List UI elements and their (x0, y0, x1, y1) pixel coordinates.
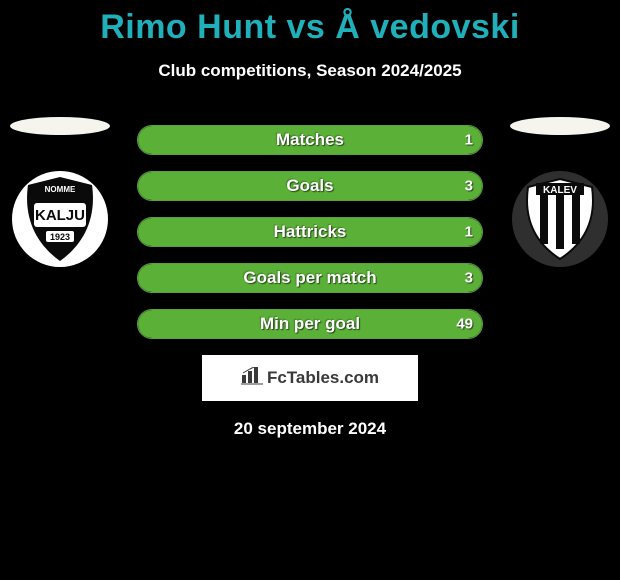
bar-chart-icon (241, 367, 263, 390)
kalev-crest: KALEV (510, 169, 610, 269)
stat-row-hattricks: Hattricks 1 (137, 217, 483, 247)
stat-label: Goals (137, 176, 483, 196)
page-title: Rimo Hunt vs Å vedovski (0, 0, 620, 47)
crest-text-main: KALJU (35, 207, 85, 224)
kalju-crest: NOMME KALJU 1923 (10, 169, 110, 269)
stat-val-right: 3 (465, 178, 473, 195)
player-right-disc (510, 117, 610, 135)
footer-date: 20 september 2024 (0, 419, 620, 439)
stat-bars: Matches 1 Goals 3 Hattricks 1 Goals per … (137, 125, 483, 339)
kalju-crest-svg: NOMME KALJU 1923 (10, 169, 110, 269)
stat-val-right: 1 (465, 224, 473, 241)
stat-row-matches: Matches 1 (137, 125, 483, 155)
stats-area: NOMME KALJU 1923 KALEV Matches 1 (0, 125, 620, 339)
brand-box: FcTables.com (202, 355, 418, 401)
stat-label: Goals per match (137, 268, 483, 288)
stat-row-min-per-goal: Min per goal 49 (137, 309, 483, 339)
crest-right-text: KALEV (543, 185, 577, 196)
stat-label: Min per goal (137, 314, 483, 334)
stat-row-goals-per-match: Goals per match 3 (137, 263, 483, 293)
crest-text-bottom: 1923 (50, 232, 70, 242)
page-subtitle: Club competitions, Season 2024/2025 (0, 61, 620, 81)
brand-text: FcTables.com (267, 368, 379, 388)
stat-val-right: 49 (456, 316, 473, 333)
stat-row-goals: Goals 3 (137, 171, 483, 201)
stat-val-right: 3 (465, 270, 473, 287)
stat-label: Hattricks (137, 222, 483, 242)
kalev-crest-svg: KALEV (510, 169, 610, 269)
stat-val-right: 1 (465, 132, 473, 149)
player-left-disc (10, 117, 110, 135)
crest-text-top: NOMME (45, 185, 76, 194)
stat-label: Matches (137, 130, 483, 150)
